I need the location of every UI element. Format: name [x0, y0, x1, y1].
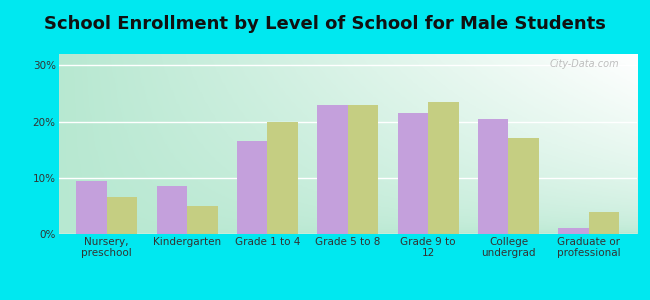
Bar [187, 206, 218, 234]
Bar [428, 102, 459, 234]
Bar [508, 138, 539, 234]
Bar [76, 181, 107, 234]
Text: School Enrollment by Level of School for Male Students: School Enrollment by Level of School for… [44, 15, 606, 33]
Bar [348, 105, 378, 234]
Bar [237, 141, 267, 234]
Bar [267, 122, 298, 234]
Bar [398, 113, 428, 234]
Bar [558, 228, 589, 234]
Bar [589, 212, 619, 234]
Bar [157, 186, 187, 234]
Bar [107, 197, 137, 234]
Bar [317, 105, 348, 234]
Bar [478, 119, 508, 234]
Text: City-Data.com: City-Data.com [550, 59, 619, 69]
